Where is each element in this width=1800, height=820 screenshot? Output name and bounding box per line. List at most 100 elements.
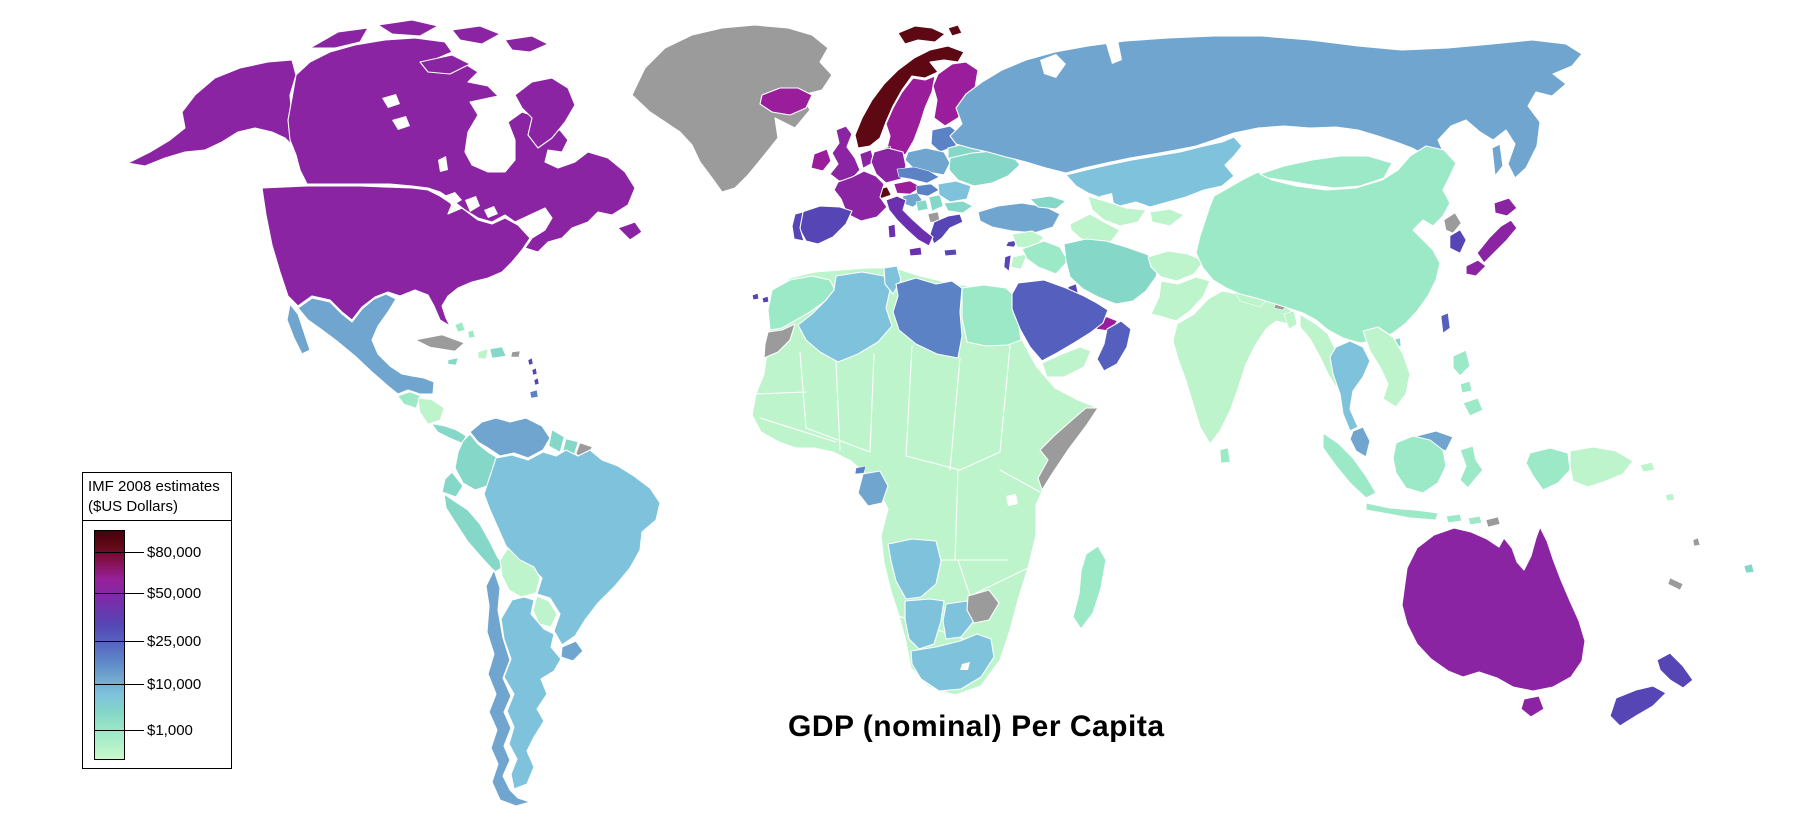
region-east-timor bbox=[1485, 516, 1501, 528]
region-haiti bbox=[477, 348, 489, 360]
region-canadian-arctic-islands bbox=[309, 19, 643, 241]
legend-title-line1: IMF 2008 estimates bbox=[88, 478, 220, 495]
region-russia bbox=[949, 35, 1583, 179]
region-bulgaria bbox=[943, 200, 974, 214]
region-puerto-rico bbox=[510, 350, 521, 358]
legend-title-line2: ($US Dollars) bbox=[88, 498, 179, 515]
legend-label-10000: $10,000 bbox=[147, 676, 202, 693]
region-bahamas bbox=[454, 321, 476, 339]
region-italy bbox=[885, 195, 934, 257]
region-iran bbox=[1063, 238, 1161, 305]
region-svalbard bbox=[897, 24, 963, 45]
legend-tick-10000 bbox=[94, 684, 144, 685]
region-iceland bbox=[759, 87, 813, 116]
region-czech-slovakia bbox=[896, 166, 940, 184]
region-uzbekistan bbox=[1087, 195, 1147, 227]
africa-border-lines bbox=[755, 345, 1041, 641]
region-south-korea bbox=[1449, 229, 1467, 254]
region-georgia-azerbaijan bbox=[1029, 195, 1067, 210]
region-equatorial-guinea bbox=[854, 465, 867, 475]
region-fiji bbox=[1743, 563, 1755, 574]
region-somalia bbox=[1037, 407, 1099, 491]
region-argentina bbox=[500, 596, 562, 790]
region-madagascar bbox=[1072, 545, 1107, 630]
region-afghanistan bbox=[1147, 250, 1205, 282]
region-cuba bbox=[415, 334, 465, 352]
region-zimbabwe bbox=[966, 589, 1000, 624]
legend-label-80000: $80,000 bbox=[147, 544, 202, 561]
region-dominican-republic bbox=[489, 346, 507, 359]
legend-box: IMF 2008 estimates ($US Dollars) $80,000… bbox=[82, 472, 232, 769]
region-new-zealand bbox=[1609, 652, 1694, 727]
region-turkey bbox=[977, 202, 1061, 234]
legend-color-scale bbox=[94, 530, 125, 760]
region-guatemala bbox=[397, 391, 421, 409]
region-lesser-antilles bbox=[527, 357, 540, 386]
region-costa-rica-panama bbox=[431, 423, 467, 444]
region-papua-new-guinea bbox=[1569, 446, 1676, 502]
region-honduras-nicaragua bbox=[417, 397, 445, 425]
legend-label-25000: $25,000 bbox=[147, 633, 202, 650]
region-south-africa bbox=[910, 633, 995, 692]
legend-tick-50000 bbox=[94, 593, 144, 594]
region-yemen bbox=[1041, 346, 1092, 378]
region-chile bbox=[485, 569, 531, 807]
region-norway bbox=[854, 45, 965, 149]
region-australia bbox=[1401, 526, 1586, 718]
region-serbia bbox=[928, 194, 944, 212]
legend-tick-25000 bbox=[94, 641, 144, 642]
region-venezuela bbox=[469, 417, 551, 459]
region-israel bbox=[1003, 254, 1012, 272]
region-thailand bbox=[1329, 340, 1371, 432]
region-portugal bbox=[751, 211, 805, 304]
region-new-caledonia bbox=[1667, 537, 1701, 591]
region-philippines bbox=[1452, 349, 1484, 417]
region-mongolia bbox=[1259, 155, 1393, 189]
region-kyrgyzstan-tajikistan bbox=[1149, 208, 1185, 227]
region-vietnam-laos-cambodia bbox=[1362, 326, 1411, 408]
region-guyana bbox=[548, 429, 565, 453]
region-saudi-arabia bbox=[1011, 279, 1109, 362]
legend-label-1000: $1,000 bbox=[147, 722, 193, 739]
legend-title: IMF 2008 estimates ($US Dollars) bbox=[83, 473, 231, 521]
region-bolivia bbox=[499, 547, 541, 598]
region-colombia bbox=[454, 433, 499, 491]
legend-tick-80000 bbox=[94, 552, 144, 553]
region-bosnia bbox=[915, 199, 929, 212]
region-libya bbox=[892, 277, 963, 359]
region-jordan bbox=[1010, 253, 1028, 270]
region-oman bbox=[1096, 320, 1132, 372]
region-austria bbox=[893, 180, 922, 195]
region-trinidad bbox=[529, 389, 539, 399]
region-jamaica bbox=[447, 357, 459, 366]
region-hungary bbox=[915, 183, 940, 197]
region-pakistan bbox=[1150, 276, 1211, 322]
region-sri-lanka bbox=[1219, 447, 1231, 464]
map-title: GDP (nominal) Per Capita bbox=[788, 710, 1165, 743]
region-bangladesh bbox=[1283, 310, 1298, 330]
region-ecuador bbox=[441, 471, 464, 498]
region-egypt bbox=[961, 284, 1022, 347]
region-spain bbox=[798, 205, 853, 245]
region-north-korea bbox=[1443, 212, 1462, 234]
region-indonesia bbox=[1322, 432, 1571, 526]
region-india bbox=[1172, 290, 1297, 445]
legend-label-50000: $50,000 bbox=[147, 585, 202, 602]
region-romania bbox=[937, 180, 972, 203]
region-namibia bbox=[904, 598, 945, 650]
region-morocco bbox=[767, 275, 837, 331]
region-france bbox=[833, 170, 888, 222]
region-germany bbox=[870, 147, 907, 184]
region-canada bbox=[287, 37, 636, 253]
region-usa bbox=[261, 185, 531, 327]
region-mexico bbox=[286, 293, 435, 395]
legend-tick-1000 bbox=[94, 730, 144, 731]
region-iraq bbox=[1021, 240, 1069, 275]
region-greenland bbox=[631, 24, 833, 193]
region-uruguay bbox=[560, 640, 584, 662]
region-japan bbox=[1465, 197, 1518, 277]
region-ireland bbox=[810, 148, 832, 172]
region-taiwan bbox=[1440, 312, 1451, 334]
